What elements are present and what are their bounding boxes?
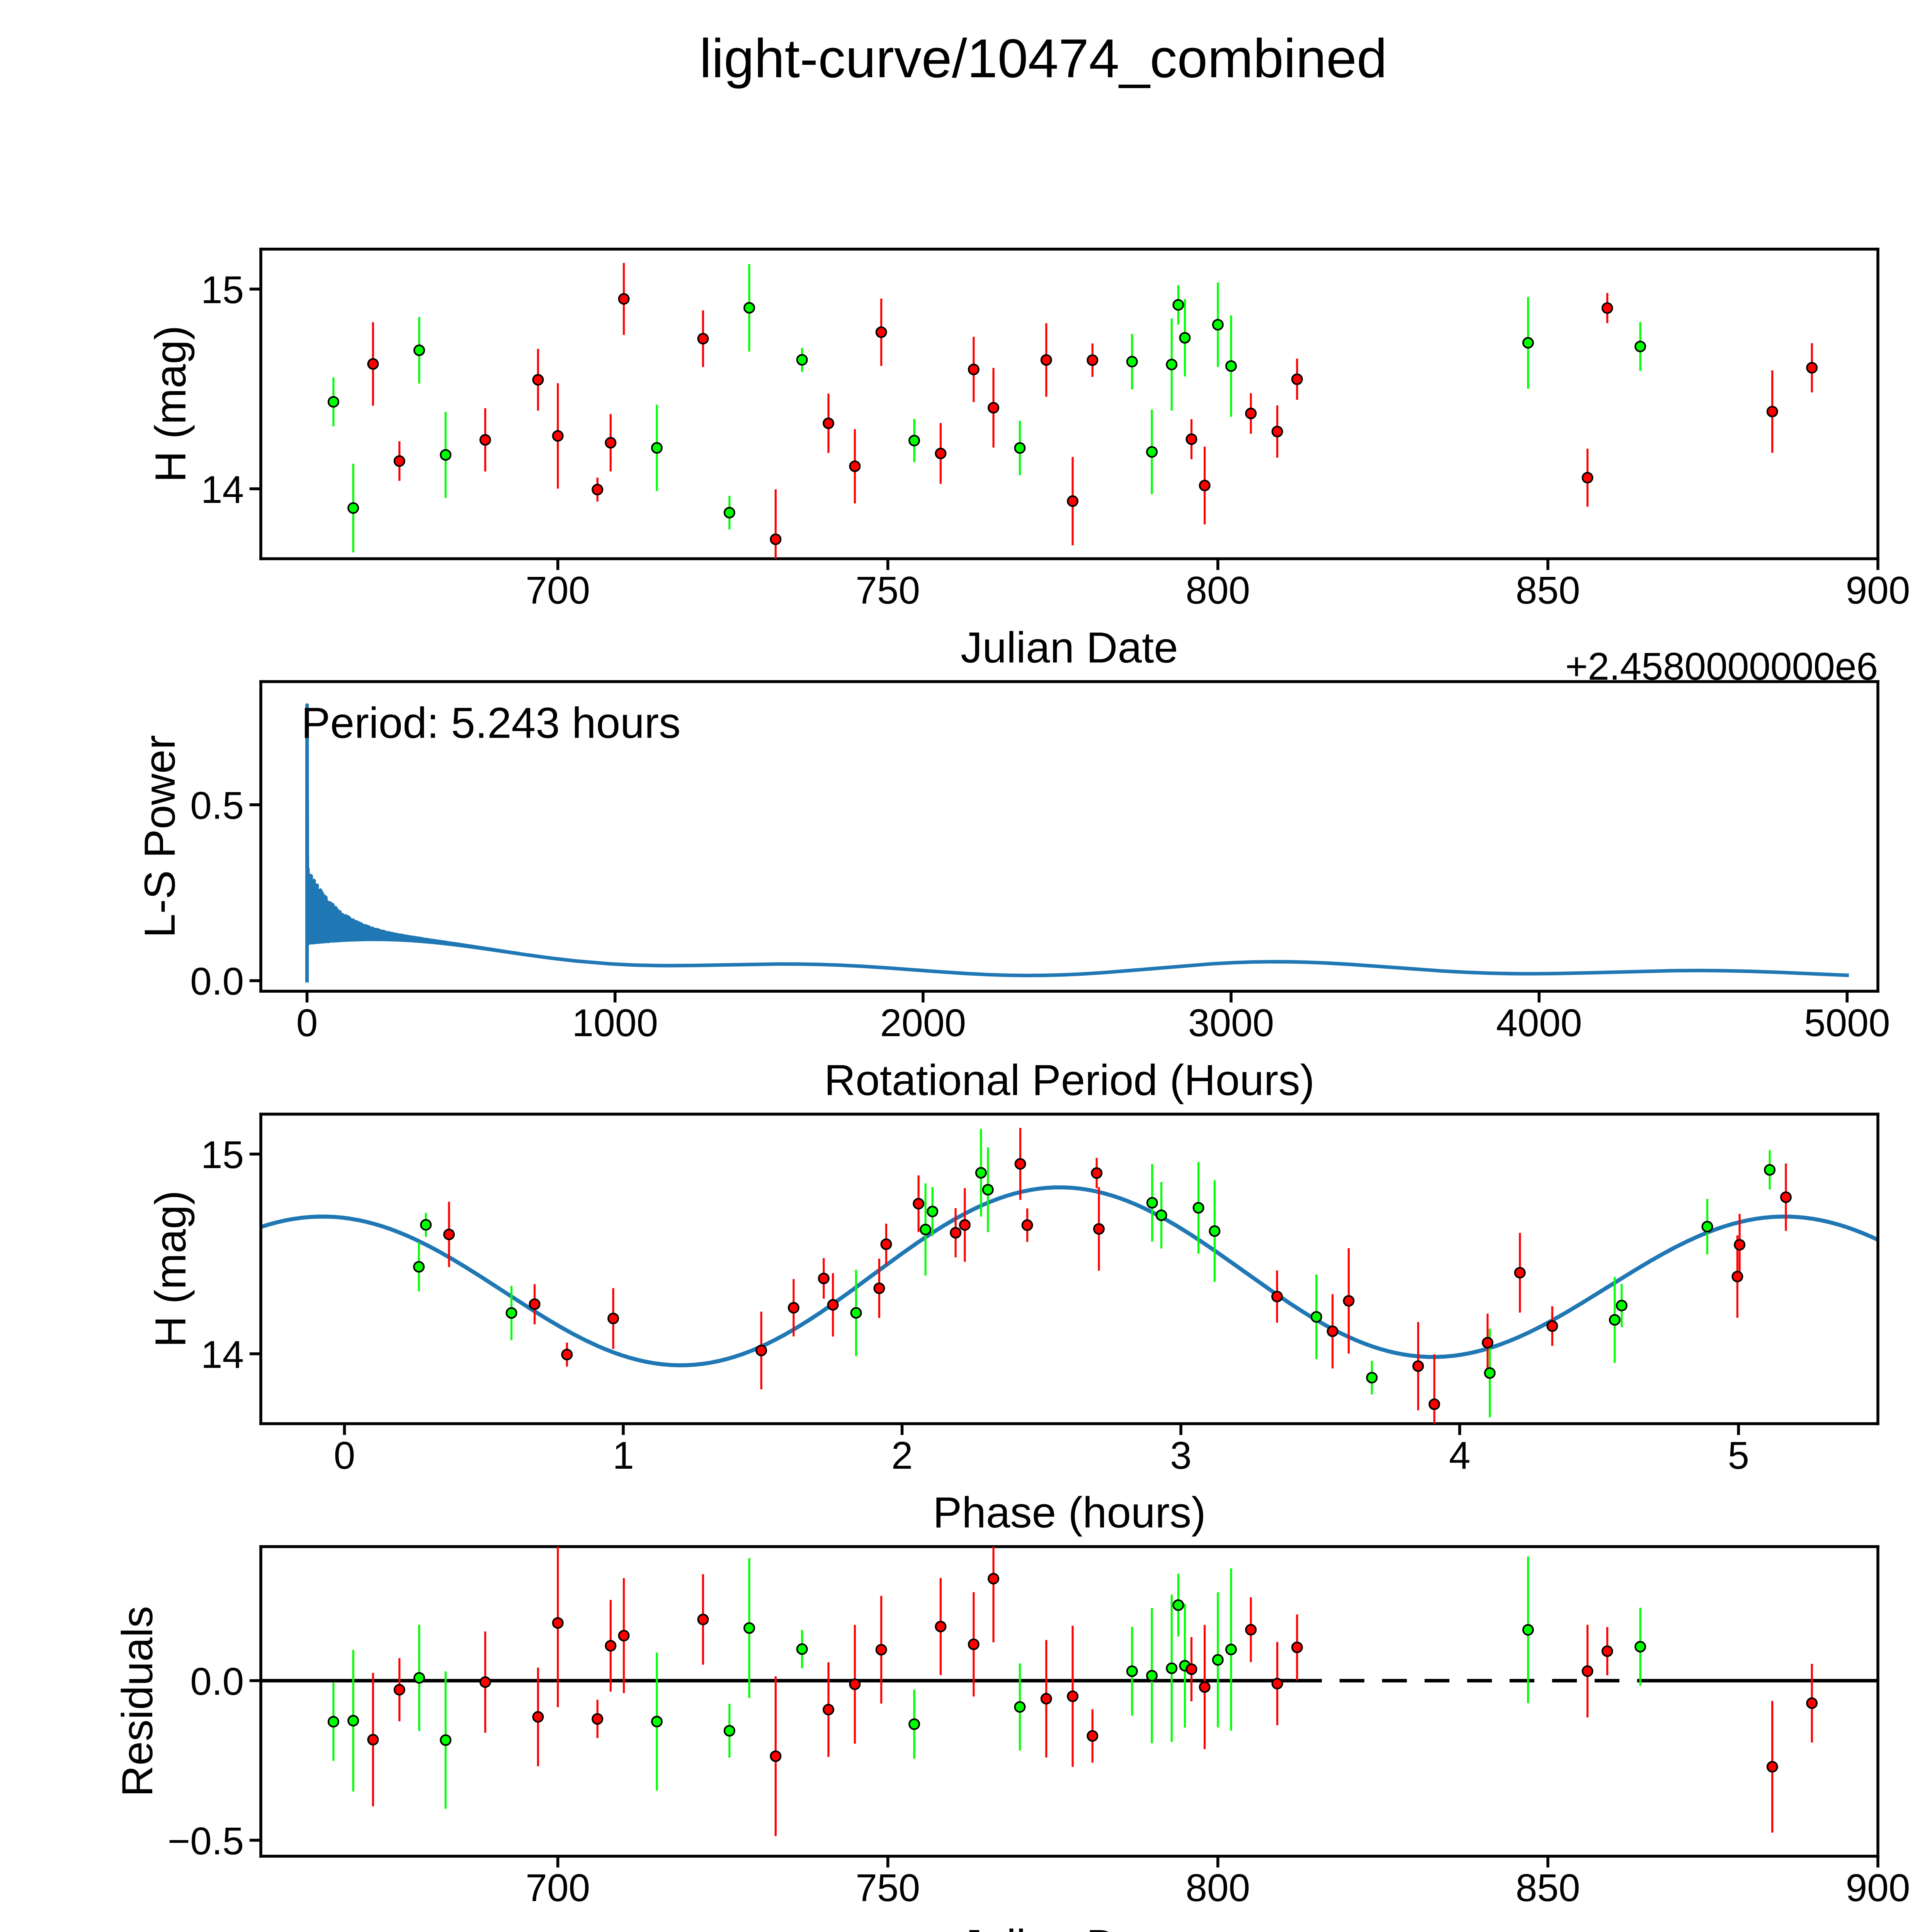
svg-text:4: 4 — [1449, 1434, 1471, 1477]
svg-text:Phase (hours): Phase (hours) — [933, 1488, 1206, 1537]
svg-text:L-S Power: L-S Power — [135, 735, 184, 938]
svg-text:0.0: 0.0 — [190, 1660, 244, 1703]
svg-text:750: 750 — [855, 1866, 920, 1910]
svg-text:−0.5: −0.5 — [168, 1820, 244, 1863]
svg-text:H (mag): H (mag) — [146, 1190, 195, 1347]
svg-text:2000: 2000 — [880, 1001, 966, 1044]
svg-text:5000: 5000 — [1804, 1001, 1890, 1044]
svg-text:1: 1 — [612, 1434, 634, 1477]
svg-text:Julian Date: Julian Date — [961, 623, 1178, 672]
svg-text:14: 14 — [201, 1333, 244, 1376]
svg-text:2: 2 — [891, 1434, 913, 1477]
svg-text:800: 800 — [1185, 1866, 1250, 1910]
svg-text:Julian Date: Julian Date — [961, 1920, 1178, 1932]
svg-text:3: 3 — [1170, 1434, 1192, 1477]
svg-text:Residuals: Residuals — [113, 1606, 162, 1797]
svg-text:14: 14 — [201, 468, 244, 511]
svg-text:750: 750 — [855, 569, 920, 612]
svg-text:0.5: 0.5 — [190, 784, 244, 827]
svg-text:850: 850 — [1515, 569, 1580, 612]
svg-text:0.0: 0.0 — [190, 960, 244, 1003]
svg-text:4000: 4000 — [1496, 1001, 1582, 1044]
svg-text:1000: 1000 — [572, 1001, 658, 1044]
svg-text:800: 800 — [1185, 569, 1250, 612]
svg-text:850: 850 — [1515, 1866, 1580, 1910]
svg-text:0: 0 — [296, 1001, 318, 1044]
svg-text:Rotational Period (Hours): Rotational Period (Hours) — [824, 1056, 1315, 1104]
svg-text:light-curve/10474_combined: light-curve/10474_combined — [699, 28, 1387, 89]
svg-text:3000: 3000 — [1188, 1001, 1274, 1044]
svg-text:700: 700 — [526, 1866, 590, 1910]
svg-text:5: 5 — [1728, 1434, 1749, 1477]
svg-text:H (mag): H (mag) — [146, 325, 195, 482]
svg-text:15: 15 — [201, 268, 244, 311]
svg-text:700: 700 — [526, 569, 590, 612]
svg-text:Period: 5.243 hours: Period: 5.243 hours — [301, 699, 681, 747]
svg-text:900: 900 — [1846, 1866, 1910, 1910]
svg-text:15: 15 — [201, 1133, 244, 1177]
svg-text:900: 900 — [1846, 569, 1910, 612]
svg-text:0: 0 — [334, 1434, 355, 1477]
